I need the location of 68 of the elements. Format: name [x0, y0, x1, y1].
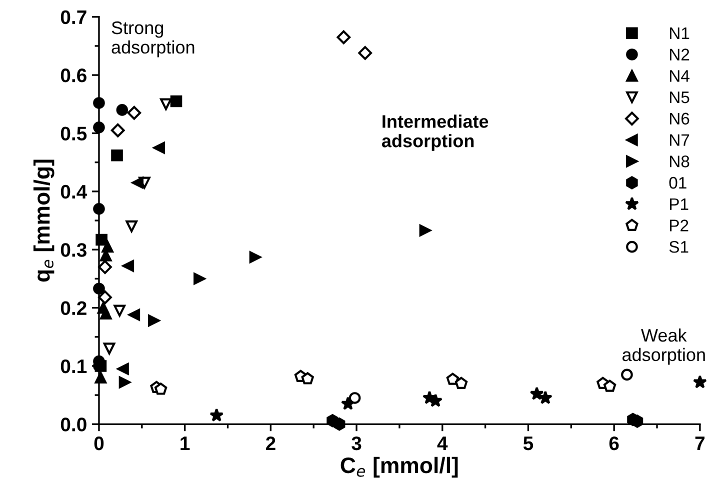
x-tick-label: 2 [266, 436, 276, 450]
point [111, 149, 123, 162]
y-tick-label: 0.5 [60, 126, 87, 140]
legend-label: N4 [670, 70, 690, 82]
legend-label: N7 [670, 134, 690, 146]
point [148, 314, 160, 326]
point [530, 386, 544, 400]
point [118, 376, 131, 388]
point [98, 290, 112, 304]
point [194, 272, 206, 285]
point [428, 394, 442, 407]
point [127, 106, 142, 120]
point [249, 251, 262, 264]
annotation: Strong adsorption [112, 21, 194, 58]
legend-label: P2 [670, 220, 688, 232]
point [621, 368, 633, 381]
point [336, 30, 351, 44]
point [114, 304, 126, 317]
point [103, 342, 116, 354]
point [160, 98, 172, 110]
point [132, 176, 144, 189]
x-tick-label: 5 [523, 436, 534, 450]
point [100, 308, 112, 320]
point [170, 95, 182, 108]
point [110, 123, 125, 138]
point [98, 260, 112, 274]
point [603, 380, 616, 392]
legend-label: N1 [670, 27, 690, 39]
point [154, 382, 168, 395]
legend-label: S1 [669, 241, 688, 253]
point [358, 46, 372, 60]
point [348, 392, 361, 404]
y-tick-label: 0.4 [60, 184, 88, 199]
point [153, 142, 165, 154]
legend-label: N5 [670, 92, 690, 104]
y-tick-label: 0.0 [60, 418, 86, 432]
x-tick-label: 3 [352, 436, 362, 450]
annotation: Intermediate adsorption [382, 114, 488, 151]
point [301, 372, 314, 384]
legend-label: P1 [670, 198, 688, 210]
point [446, 372, 460, 385]
point [210, 408, 224, 422]
point [128, 308, 140, 321]
point [116, 104, 128, 116]
legend-label: 01 [669, 176, 686, 189]
annotation: Weak adsorption [622, 328, 705, 365]
y-tick-label: 0.2 [60, 301, 86, 316]
legend-label: N8 [670, 156, 690, 168]
point [454, 376, 468, 389]
point [538, 390, 552, 404]
y-tick-label: 0.7 [60, 10, 86, 24]
x-tick-label: 6 [609, 436, 619, 450]
point [122, 260, 134, 272]
point [419, 224, 432, 236]
x-axis-title: C$_{e}$ [mmol/l] [340, 456, 458, 478]
x-tick-label: 0 [94, 436, 104, 450]
point [692, 374, 707, 388]
legend-label: N2 [670, 48, 690, 60]
legend-label: N6 [670, 112, 690, 125]
x-tick-label: 7 [695, 436, 704, 450]
point [117, 362, 129, 375]
x-tick-label: 4 [437, 436, 448, 450]
y-tick-label: 0.3 [60, 243, 86, 257]
point [126, 220, 138, 232]
y-axis-title: q$_{e}$ [mmol/g] [33, 160, 54, 282]
y-tick-label: 0.1 [60, 359, 87, 374]
y-tick-label: 0.6 [60, 68, 86, 82]
x-tick-label: 1 [180, 436, 190, 450]
